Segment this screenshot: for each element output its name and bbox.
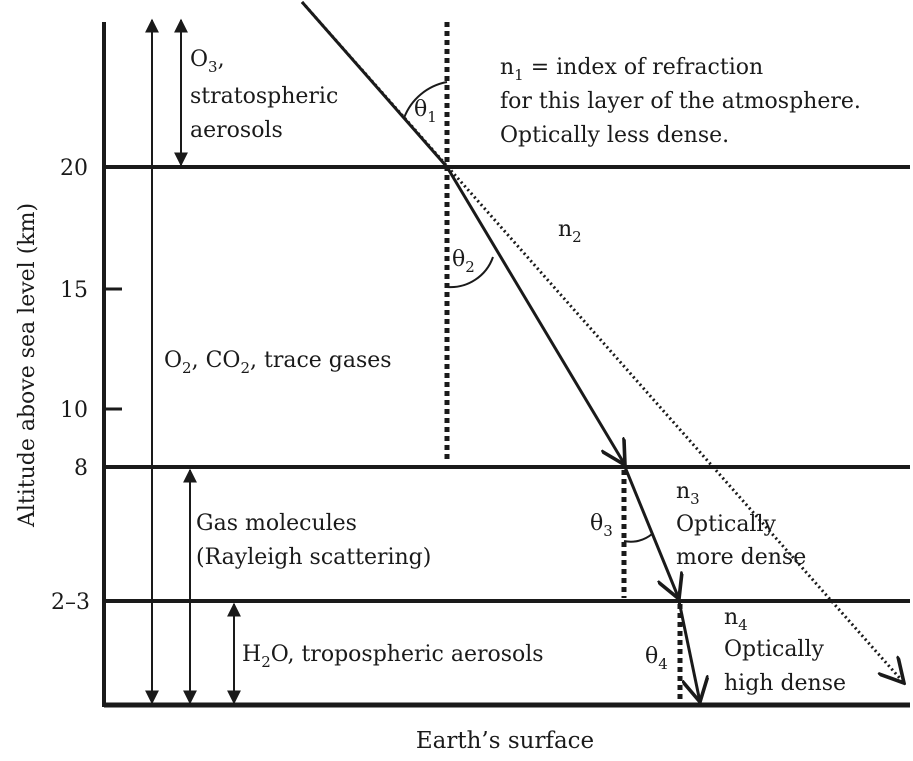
trace-gases-label: O2, CO2, trace gases [164, 348, 392, 377]
ray-segment-3 [623, 466, 679, 599]
stratosphere-label-line2: stratospheric [190, 84, 338, 109]
theta1-arc [403, 81, 448, 119]
ray-segment-2 [445, 166, 625, 465]
n3-label-line2: Optically [676, 512, 777, 537]
tick-label-8: 8 [74, 456, 88, 481]
theta3-arc [623, 533, 653, 543]
water-aerosols-label: H2O, tropospheric aerosols [242, 642, 544, 671]
x-axis-title: Earth’s surface [416, 728, 594, 754]
n2-label: n2 [558, 217, 582, 246]
n1-label-line2: for this layer of the atmosphere. [500, 89, 861, 114]
n4-label-line2: Optically [724, 637, 825, 662]
n1-label-line3: Optically less dense. [500, 123, 729, 148]
ray-segment-1 [300, 1, 449, 168]
tick-label-2-3: 2–3 [51, 590, 90, 615]
n3-label-line3: more dense [676, 545, 806, 570]
theta2-arc [446, 256, 494, 289]
tick-label-15: 15 [60, 278, 88, 303]
theta4-label: θ4 [645, 644, 668, 673]
gas-molecules-label-line1: Gas molecules [196, 511, 357, 536]
gas-molecules-label-line2: (Rayleigh scattering) [196, 545, 431, 570]
n3-label-line1: n3 [676, 479, 700, 508]
n4-label-line3: high dense [724, 671, 846, 696]
tick-label-20: 20 [60, 156, 88, 181]
theta1-label: θ1 [414, 97, 437, 126]
stratosphere-label-line1: O3, [190, 47, 225, 76]
n4-label-line1: n4 [724, 605, 748, 634]
theta3-label: θ3 [590, 511, 613, 540]
theta2-label: θ2 [452, 247, 475, 276]
y-axis-title: Altitude above sea level (km) [15, 203, 40, 528]
stratosphere-label-line3: aerosols [190, 118, 283, 143]
tick-label-10: 10 [60, 398, 88, 423]
n1-label-line1: n1 = index of refraction [500, 55, 763, 84]
ray-segment-4 [677, 600, 700, 702]
